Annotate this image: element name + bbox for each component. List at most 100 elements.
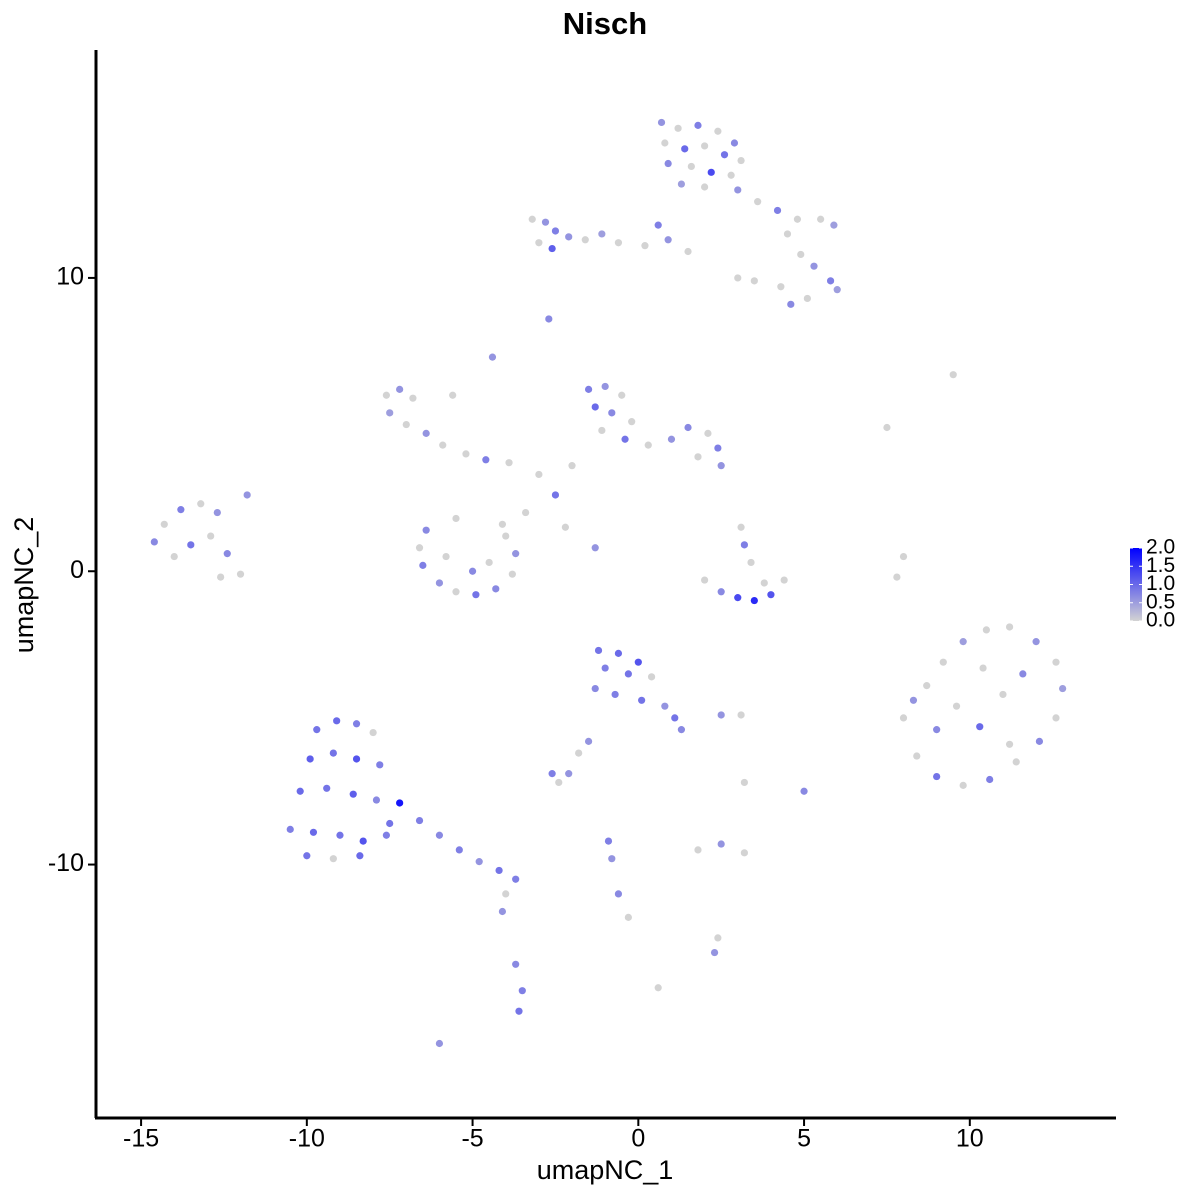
point — [591, 544, 599, 552]
point — [730, 139, 739, 147]
point — [452, 514, 460, 523]
point — [160, 520, 168, 528]
point — [720, 151, 729, 159]
x-tick-label: -10 — [289, 1125, 325, 1153]
point — [512, 875, 520, 883]
point — [402, 420, 410, 429]
point — [750, 596, 758, 605]
point — [352, 755, 361, 763]
point — [505, 459, 513, 467]
point — [601, 382, 609, 391]
point — [415, 544, 424, 552]
point — [439, 441, 447, 449]
point — [551, 227, 560, 235]
point — [604, 837, 613, 845]
point — [352, 720, 361, 728]
point — [939, 658, 947, 666]
point — [664, 159, 672, 168]
point — [1019, 670, 1027, 678]
point — [737, 156, 745, 165]
x-axis-title: umapNC_1 — [537, 1155, 674, 1185]
x-tick-label: 5 — [797, 1125, 811, 1153]
point — [150, 538, 158, 546]
point — [933, 726, 941, 734]
point — [243, 491, 251, 499]
point — [657, 118, 666, 127]
point — [952, 702, 961, 710]
point — [1052, 714, 1060, 722]
point — [826, 277, 835, 285]
point — [598, 426, 606, 435]
point — [502, 532, 510, 540]
point — [333, 717, 341, 725]
point — [522, 508, 530, 517]
point — [329, 749, 337, 757]
point — [369, 728, 377, 737]
point — [177, 506, 185, 514]
point — [717, 840, 725, 848]
point — [508, 570, 516, 578]
point — [386, 819, 394, 828]
point — [661, 139, 669, 147]
point — [382, 831, 390, 839]
point — [734, 186, 742, 194]
point — [830, 221, 838, 229]
y-axis-title: umapNC_2 — [9, 517, 39, 654]
point — [449, 391, 457, 399]
point — [701, 576, 709, 584]
point — [435, 579, 444, 587]
point — [614, 649, 623, 657]
point — [512, 960, 520, 968]
point — [800, 787, 808, 795]
point — [667, 435, 676, 443]
point — [303, 852, 311, 860]
point — [502, 890, 510, 898]
point — [883, 423, 891, 432]
point — [396, 385, 404, 393]
x-tick-label: -15 — [123, 1125, 159, 1153]
point — [681, 145, 689, 153]
point — [979, 664, 987, 672]
point — [306, 755, 314, 763]
point — [654, 984, 662, 992]
point — [707, 168, 715, 176]
point — [482, 456, 490, 464]
point — [1035, 737, 1044, 745]
point — [591, 403, 599, 411]
point — [783, 230, 792, 238]
point — [455, 846, 463, 854]
point — [734, 274, 742, 282]
point — [349, 790, 357, 798]
point — [555, 778, 563, 787]
point — [641, 242, 649, 250]
x-tick-label: 0 — [631, 1125, 645, 1153]
point — [545, 315, 553, 323]
point — [628, 418, 636, 426]
point — [376, 761, 384, 769]
y-tick-label: -10 — [48, 849, 84, 877]
point — [810, 262, 818, 270]
point — [515, 1007, 523, 1015]
point — [462, 450, 470, 458]
point — [485, 558, 493, 567]
point — [760, 579, 768, 587]
point — [740, 541, 748, 549]
point — [634, 658, 642, 666]
point — [976, 723, 984, 731]
colorbar-tick-label: 0.5 — [1146, 590, 1175, 613]
point — [213, 508, 221, 517]
point — [1059, 684, 1067, 693]
point — [754, 198, 762, 206]
point — [624, 913, 632, 921]
point — [207, 532, 215, 540]
point — [528, 215, 536, 223]
point — [187, 541, 195, 549]
point — [329, 855, 337, 863]
point — [382, 391, 390, 399]
point — [217, 573, 225, 581]
point — [767, 591, 775, 599]
point — [442, 552, 450, 561]
point — [734, 594, 742, 602]
point — [1005, 623, 1014, 631]
point — [654, 221, 662, 229]
